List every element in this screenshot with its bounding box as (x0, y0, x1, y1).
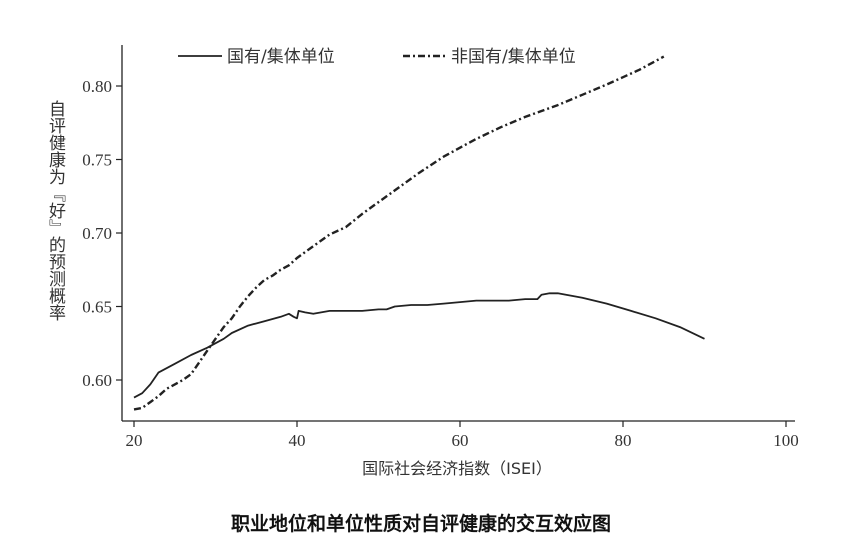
axes (121, 45, 795, 422)
legend-entry-state-owned-label: 国有/集体单位 (227, 47, 335, 67)
y-tick-label: 0.60 (82, 371, 112, 390)
y-tick-label: 0.75 (82, 151, 112, 170)
y-tick-label: 0.80 (82, 77, 112, 96)
series-line-state-owned (133, 292, 705, 399)
ticks: 0.60 0.65 0.70 0.75 0.80 20 40 60 80 100 (82, 77, 799, 450)
x-tick-label: 40 (289, 431, 306, 450)
series-line-non-state-owned (133, 55, 665, 411)
x-tick-label: 20 (126, 431, 143, 450)
y-tick-label: 0.70 (82, 224, 112, 243)
x-axis-title: 国际社会经济指数（ISEI） (362, 459, 552, 478)
x-tick-label: 100 (773, 431, 799, 450)
legend-entry-non-state-owned-label: 非国有/集体单位 (451, 47, 576, 67)
figure-caption: 职业地位和单位性质对自评健康的交互效应图 (230, 513, 611, 535)
y-tick-label: 0.65 (82, 298, 112, 317)
x-tick-label: 60 (452, 431, 469, 450)
legend: 国有/集体单位 非国有/集体单位 (178, 47, 576, 67)
y-axis-title: 自评健康为『好』的预测概率 (45, 100, 65, 321)
x-tick-label: 80 (615, 431, 632, 450)
series-lines (133, 55, 705, 411)
